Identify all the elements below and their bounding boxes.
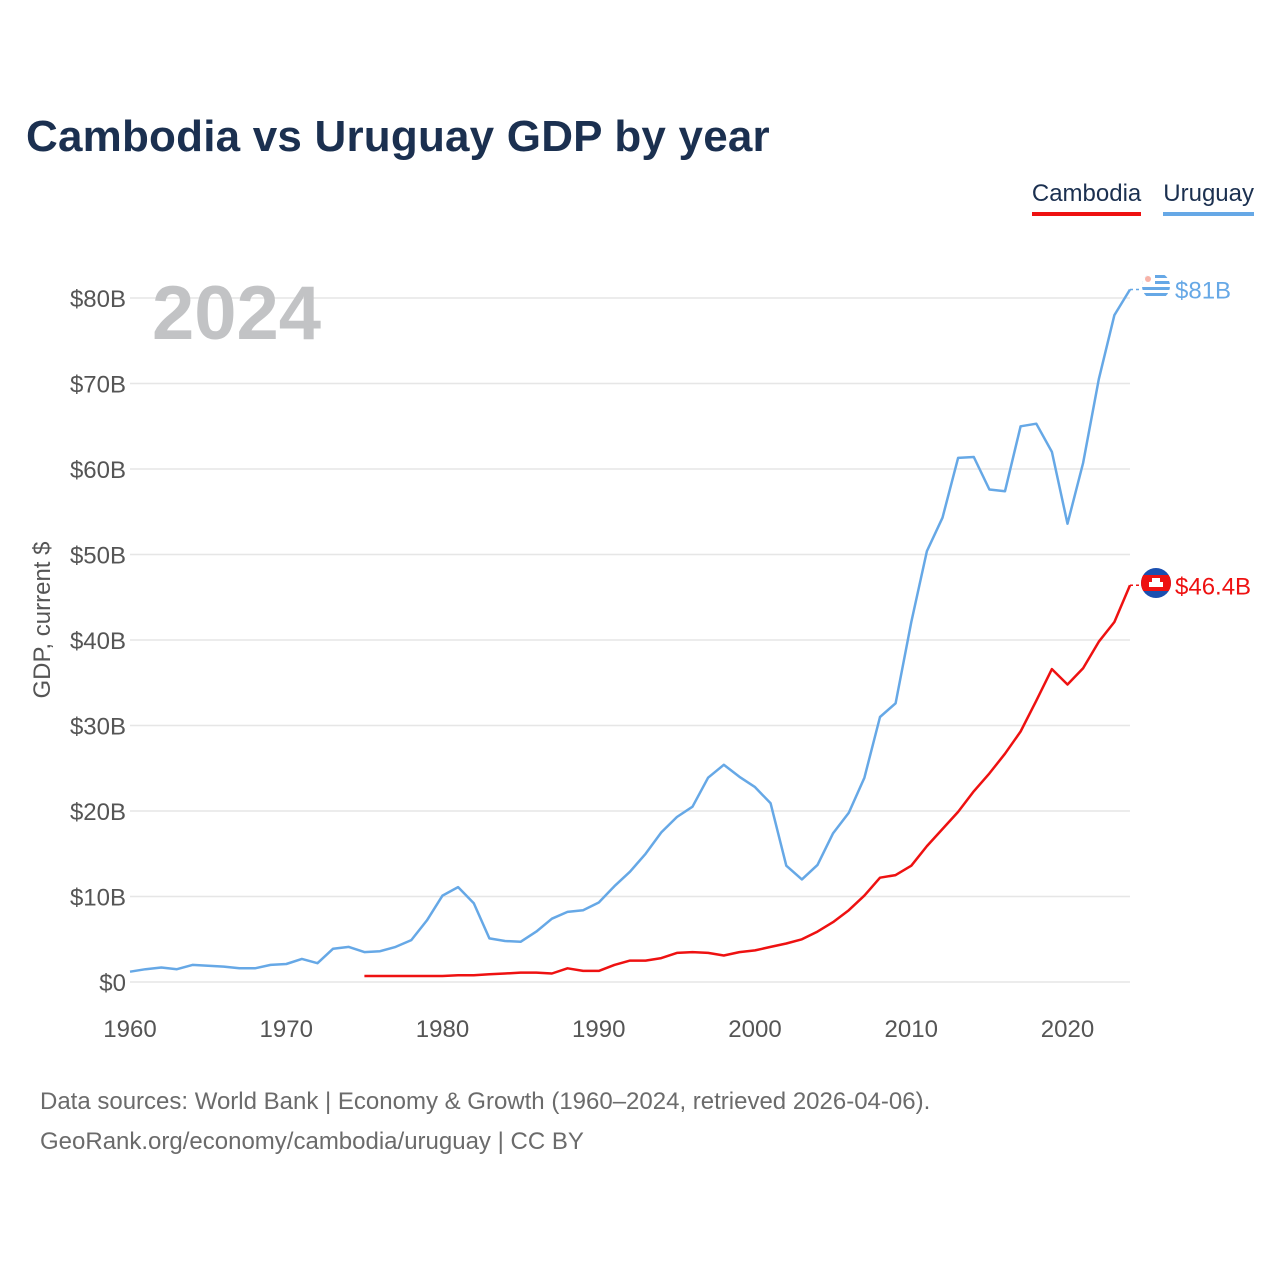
series-line-cambodia [364,584,1132,978]
x-tick-label: 2010 [885,1016,938,1043]
series-line-uruguay [129,288,1132,973]
uruguay-flag-icon [1142,272,1170,300]
y-tick-label: $60B [70,457,126,484]
source-note: Data sources: World Bank | Economy & Gro… [40,1082,930,1162]
source-line-1: Data sources: World Bank | Economy & Gro… [40,1088,931,1115]
x-tick-label: 1990 [572,1016,625,1043]
y-tick-label: $50B [70,543,126,570]
source-line-2[interactable]: GeoRank.org/economy/cambodia/uruguay | C… [40,1128,584,1155]
y-tick-label: $40B [70,628,126,655]
end-label-cambodia: $46.4B [1175,573,1251,600]
x-tick-label: 2020 [1041,1016,1094,1043]
y-tick-label: $10B [70,885,126,912]
legend-item-uruguay[interactable]: Uruguay [1163,180,1254,216]
y-tick-label: $80B [70,286,126,313]
y-tick-label: $70B [70,372,126,399]
y-tick-label: $20B [70,799,126,826]
year-watermark: 2024 [152,271,322,356]
cambodia-flag-icon [1141,568,1171,598]
x-tick-label: 1980 [416,1016,469,1043]
legend-item-cambodia[interactable]: Cambodia [1031,180,1142,216]
chart-title: Cambodia vs Uruguay GDP by year [26,112,770,161]
legend: Cambodia Uruguay [1031,180,1254,216]
y-axis-label: GDP, current $ [29,542,56,699]
y-tick-label: $0 [99,970,126,997]
x-tick-label: 2000 [728,1016,781,1043]
x-tick-label: 1970 [260,1016,313,1043]
x-tick-label: 1960 [103,1016,156,1043]
end-label-uruguay: $81B [1175,277,1231,304]
y-tick-label: $30B [70,714,126,741]
